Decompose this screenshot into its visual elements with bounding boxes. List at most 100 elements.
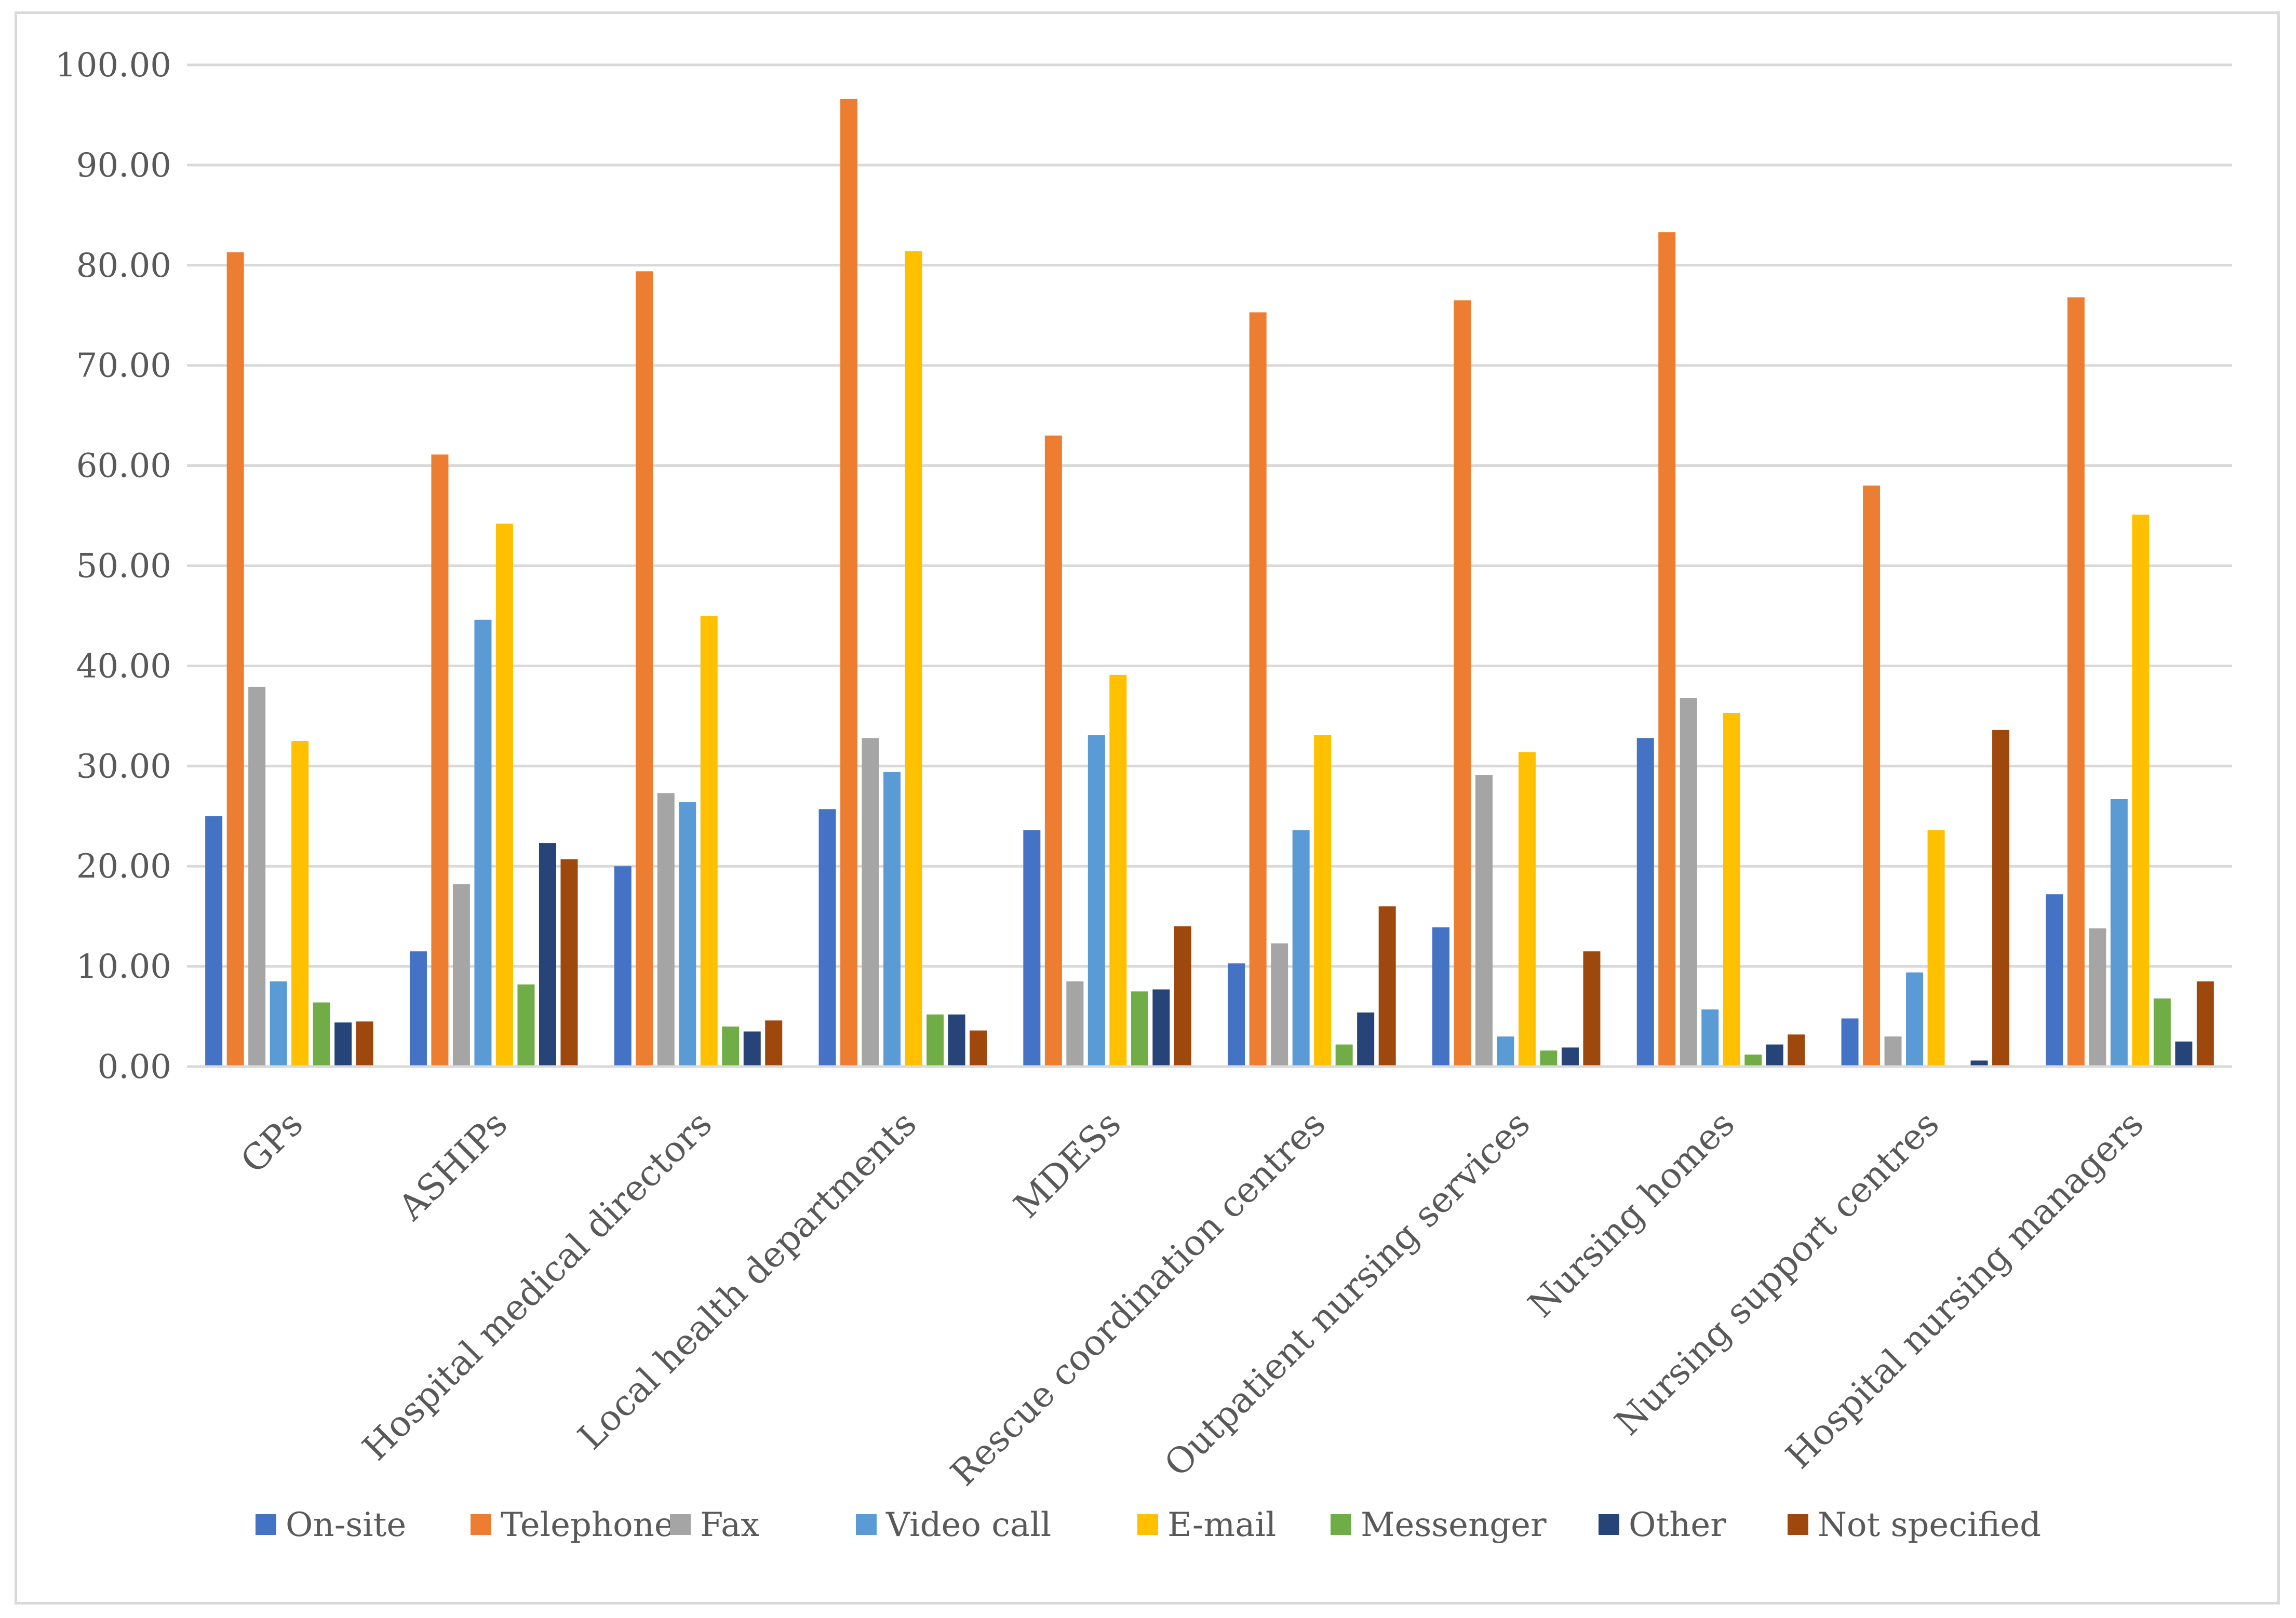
y-tick-label: 40.00 bbox=[76, 647, 171, 685]
bar bbox=[495, 523, 513, 1067]
legend-label: Telephone bbox=[501, 1506, 674, 1544]
bar bbox=[927, 1014, 944, 1067]
y-tick-label: 70.00 bbox=[76, 347, 171, 385]
category-group bbox=[1023, 435, 1191, 1067]
bar bbox=[1927, 830, 1945, 1067]
bar bbox=[614, 866, 632, 1067]
category-label: Hospital nursing managers bbox=[1778, 1103, 2152, 1477]
category-label: GPs bbox=[233, 1103, 311, 1181]
y-tick-label: 100.00 bbox=[55, 46, 171, 85]
y-tick-label: 30.00 bbox=[76, 747, 171, 786]
legend-label: Video call bbox=[885, 1506, 1051, 1544]
category-group bbox=[1636, 232, 1805, 1067]
category-label: Nursing support centres bbox=[1607, 1103, 1948, 1444]
bar bbox=[474, 619, 492, 1067]
bar bbox=[560, 859, 578, 1067]
bar bbox=[313, 1002, 330, 1067]
bar bbox=[1658, 232, 1676, 1067]
bar bbox=[2046, 894, 2063, 1067]
category-group bbox=[614, 271, 783, 1067]
category-group bbox=[205, 252, 373, 1067]
bar bbox=[334, 1022, 352, 1067]
bar bbox=[883, 772, 901, 1067]
bar bbox=[1723, 713, 1740, 1067]
bar bbox=[1023, 830, 1041, 1067]
category-label: ASHIPs bbox=[391, 1103, 516, 1229]
bar bbox=[452, 884, 470, 1067]
bar bbox=[1432, 927, 1449, 1067]
bar bbox=[2196, 981, 2214, 1067]
category-group bbox=[409, 454, 578, 1067]
bar bbox=[765, 1020, 783, 1067]
bar bbox=[270, 981, 287, 1067]
legend: On-site Telephone Fax Video call E-mail Messe… bbox=[256, 1506, 2041, 1544]
category-group bbox=[1841, 486, 2010, 1067]
bar bbox=[409, 951, 427, 1067]
bar bbox=[1357, 1012, 1375, 1067]
bar bbox=[1561, 1047, 1579, 1067]
bar bbox=[1744, 1054, 1762, 1067]
bar bbox=[1152, 989, 1170, 1067]
bar bbox=[1841, 1018, 1859, 1067]
category-group bbox=[2046, 297, 2214, 1067]
bar bbox=[2067, 297, 2085, 1067]
legend-item: Fax bbox=[670, 1506, 759, 1544]
category-group bbox=[818, 99, 987, 1067]
bar bbox=[517, 984, 535, 1067]
legend-item: Telephone bbox=[471, 1506, 674, 1544]
bar bbox=[1701, 1009, 1719, 1067]
bar bbox=[722, 1026, 740, 1067]
legend-label: E-mail bbox=[1167, 1506, 1276, 1544]
bar bbox=[248, 686, 266, 1067]
bar bbox=[1788, 1034, 1805, 1067]
category-label: Rescue coordination centres bbox=[943, 1103, 1334, 1494]
legend-label: On-site bbox=[286, 1506, 406, 1544]
legend-item: On-site bbox=[256, 1506, 406, 1544]
bar bbox=[1497, 1036, 1514, 1067]
bar bbox=[679, 802, 696, 1067]
bars bbox=[205, 99, 2214, 1067]
legend-label: Not specified bbox=[1818, 1506, 2041, 1544]
bar bbox=[636, 271, 653, 1067]
bar bbox=[1680, 698, 1697, 1067]
y-tick-label: 50.00 bbox=[76, 547, 171, 586]
bar bbox=[1044, 435, 1062, 1067]
bar bbox=[970, 1030, 987, 1067]
y-tick-label: 10.00 bbox=[76, 948, 171, 986]
bar bbox=[1314, 735, 1332, 1067]
legend-item: Messenger bbox=[1331, 1506, 1547, 1544]
bar bbox=[840, 99, 858, 1067]
y-tick-label: 60.00 bbox=[76, 447, 171, 486]
bar bbox=[1271, 943, 1288, 1067]
legend-swatch bbox=[1599, 1514, 1619, 1535]
bar bbox=[1087, 735, 1105, 1067]
bar bbox=[205, 816, 223, 1067]
bar bbox=[1335, 1044, 1353, 1067]
legend-item: E-mail bbox=[1137, 1506, 1276, 1544]
bar bbox=[1906, 972, 1924, 1067]
bar bbox=[2110, 799, 2128, 1067]
legend-item: Other bbox=[1599, 1506, 1726, 1544]
bar bbox=[1583, 951, 1601, 1067]
bar bbox=[2175, 1041, 2193, 1067]
y-tick-label: 20.00 bbox=[76, 847, 171, 886]
bar bbox=[356, 1021, 373, 1067]
category-label: Nursing homes bbox=[1521, 1103, 1743, 1326]
gridlines bbox=[187, 63, 2232, 968]
bar bbox=[948, 1014, 965, 1067]
category-label: Hospital medical directors bbox=[355, 1103, 720, 1468]
legend-swatch bbox=[1331, 1514, 1351, 1535]
legend-swatch bbox=[471, 1514, 491, 1535]
legend-label: Messenger bbox=[1361, 1506, 1547, 1544]
bar bbox=[1454, 300, 1471, 1067]
category-label: MDESs bbox=[1006, 1103, 1129, 1226]
y-tick-label: 90.00 bbox=[76, 146, 171, 185]
legend-swatch bbox=[256, 1514, 276, 1535]
bar bbox=[1174, 926, 1191, 1067]
bar bbox=[905, 251, 922, 1067]
legend-item: Video call bbox=[856, 1506, 1051, 1544]
legend-swatch bbox=[856, 1514, 877, 1535]
y-axis-tick-labels: 0.00 10.00 20.00 30.00 40.00 50.00 60.00 70.00 8… bbox=[55, 46, 171, 1086]
legend-swatch bbox=[1788, 1514, 1808, 1535]
